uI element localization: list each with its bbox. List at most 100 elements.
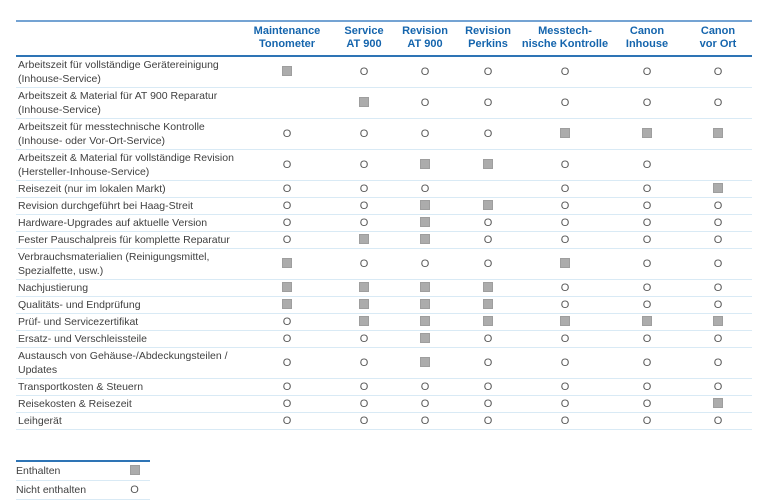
status-cell — [394, 330, 456, 348]
status-cell — [520, 118, 610, 150]
status-cell — [334, 87, 394, 119]
table-row: Leihgerät O O O O O O O — [16, 412, 752, 430]
included-square-icon — [420, 282, 430, 293]
status-cell — [684, 118, 752, 150]
not-included-o-mark: O — [420, 66, 430, 78]
status-cell: O — [610, 56, 684, 88]
status-cell — [394, 231, 456, 249]
status-cell — [456, 180, 520, 198]
row-label: Arbeitszeit & Material für AT 900 Repara… — [16, 87, 240, 119]
status-cell: O — [394, 118, 456, 150]
not-included-o-mark: O — [560, 299, 570, 311]
included-square-icon — [560, 258, 570, 269]
not-included-o-mark: O — [642, 66, 652, 78]
included-square-icon — [420, 217, 430, 228]
not-included-o-mark: O — [282, 357, 292, 369]
included-square-icon — [359, 282, 369, 293]
included-square-icon — [642, 128, 652, 139]
status-cell: O — [520, 279, 610, 297]
status-cell — [456, 313, 520, 331]
table-row: Ersatz- und Verschleissteile O O O O O O — [16, 330, 752, 348]
status-cell — [394, 214, 456, 232]
not-included-o-mark: O — [282, 333, 292, 345]
not-included-o-mark: O — [282, 398, 292, 410]
status-cell: O — [394, 180, 456, 198]
header-row: Maintenance Tonometer Service AT 900 Revisio… — [16, 20, 752, 57]
not-included-o-mark: O — [713, 357, 723, 369]
row-label: Fester Pauschalpreis für komplette Repar… — [16, 231, 240, 249]
not-included-o-mark: O — [560, 398, 570, 410]
legend-row: Enthalten — [16, 460, 150, 481]
status-cell: O — [520, 378, 610, 396]
status-cell: O — [610, 330, 684, 348]
status-cell: O — [610, 412, 684, 430]
included-square-icon — [713, 316, 723, 327]
status-cell — [334, 279, 394, 297]
table-row: Verbrauchsmaterialien (Reinigungsmittel,… — [16, 248, 752, 280]
not-included-o-mark: O — [359, 258, 369, 270]
included-square-icon — [420, 159, 430, 170]
row-label-column-header — [16, 20, 240, 57]
status-cell: O — [610, 248, 684, 280]
not-included-o-mark: O — [560, 282, 570, 294]
status-cell — [520, 313, 610, 331]
not-included-o-mark: O — [713, 200, 723, 212]
status-cell — [610, 118, 684, 150]
included-square-icon — [359, 234, 369, 245]
status-cell: O — [334, 214, 394, 232]
not-included-o-mark: O — [359, 217, 369, 229]
not-included-o-mark: O — [713, 333, 723, 345]
status-cell: O — [610, 395, 684, 413]
not-included-o-mark: O — [713, 282, 723, 294]
column-header-revision-at900: Revision AT 900 — [394, 20, 456, 57]
table-row: Austausch von Gehäuse-/Abdeckungsteilen … — [16, 347, 752, 379]
included-square-icon — [420, 357, 430, 368]
status-cell: O — [456, 87, 520, 119]
not-included-o-mark: O — [642, 217, 652, 229]
not-included-o-mark: O — [642, 97, 652, 109]
status-cell — [240, 248, 334, 280]
table-row: Arbeitszeit für messtechnische Kontrolle… — [16, 118, 752, 150]
column-header-maintenance-tonometer: Maintenance Tonometer — [240, 20, 334, 57]
not-included-o-mark: O — [282, 415, 292, 427]
not-included-o-mark: O — [483, 415, 493, 427]
not-included-o-mark: O — [713, 234, 723, 246]
not-included-o-mark: O — [282, 234, 292, 246]
status-cell: O — [456, 118, 520, 150]
status-cell: O — [610, 149, 684, 181]
status-cell: O — [394, 378, 456, 396]
not-included-o-mark: O — [359, 333, 369, 345]
column-header-service-at900: Service AT 900 — [334, 20, 394, 57]
status-cell — [240, 279, 334, 297]
status-cell: O — [520, 347, 610, 379]
not-included-o-mark: O — [642, 333, 652, 345]
not-included-o-mark: O — [560, 234, 570, 246]
status-cell: O — [334, 197, 394, 215]
column-header-line: Revision — [402, 25, 448, 37]
not-included-o-mark: O — [483, 357, 493, 369]
table-row: Revision durchgeführt bei Haag-Streit O O O… — [16, 197, 752, 215]
column-header-line: Messtech- — [538, 25, 592, 37]
column-header-line: vor Ort — [699, 38, 737, 50]
legend-symbol-cell — [119, 460, 150, 481]
not-included-o-mark: O — [359, 159, 369, 171]
not-included-o-mark: O — [642, 234, 652, 246]
row-label: Arbeitszeit für vollständige Gerätereini… — [16, 56, 240, 88]
status-cell: O — [394, 87, 456, 119]
not-included-o-mark: O — [420, 398, 430, 410]
table-row: Hardware-Upgrades auf aktuelle Version O O… — [16, 214, 752, 232]
table-row: Arbeitszeit & Material für vollständige … — [16, 149, 752, 181]
included-square-icon — [282, 299, 292, 310]
status-cell: O — [610, 180, 684, 198]
included-square-icon — [483, 299, 493, 310]
status-cell: O — [240, 313, 334, 331]
included-square-icon — [483, 316, 493, 327]
status-cell: O — [684, 56, 752, 88]
not-included-o-mark: O — [560, 415, 570, 427]
not-included-o-mark: O — [483, 381, 493, 393]
not-included-o-mark: O — [359, 415, 369, 427]
status-cell: O — [520, 149, 610, 181]
included-square-icon — [713, 183, 723, 194]
not-included-o-mark: O — [642, 357, 652, 369]
